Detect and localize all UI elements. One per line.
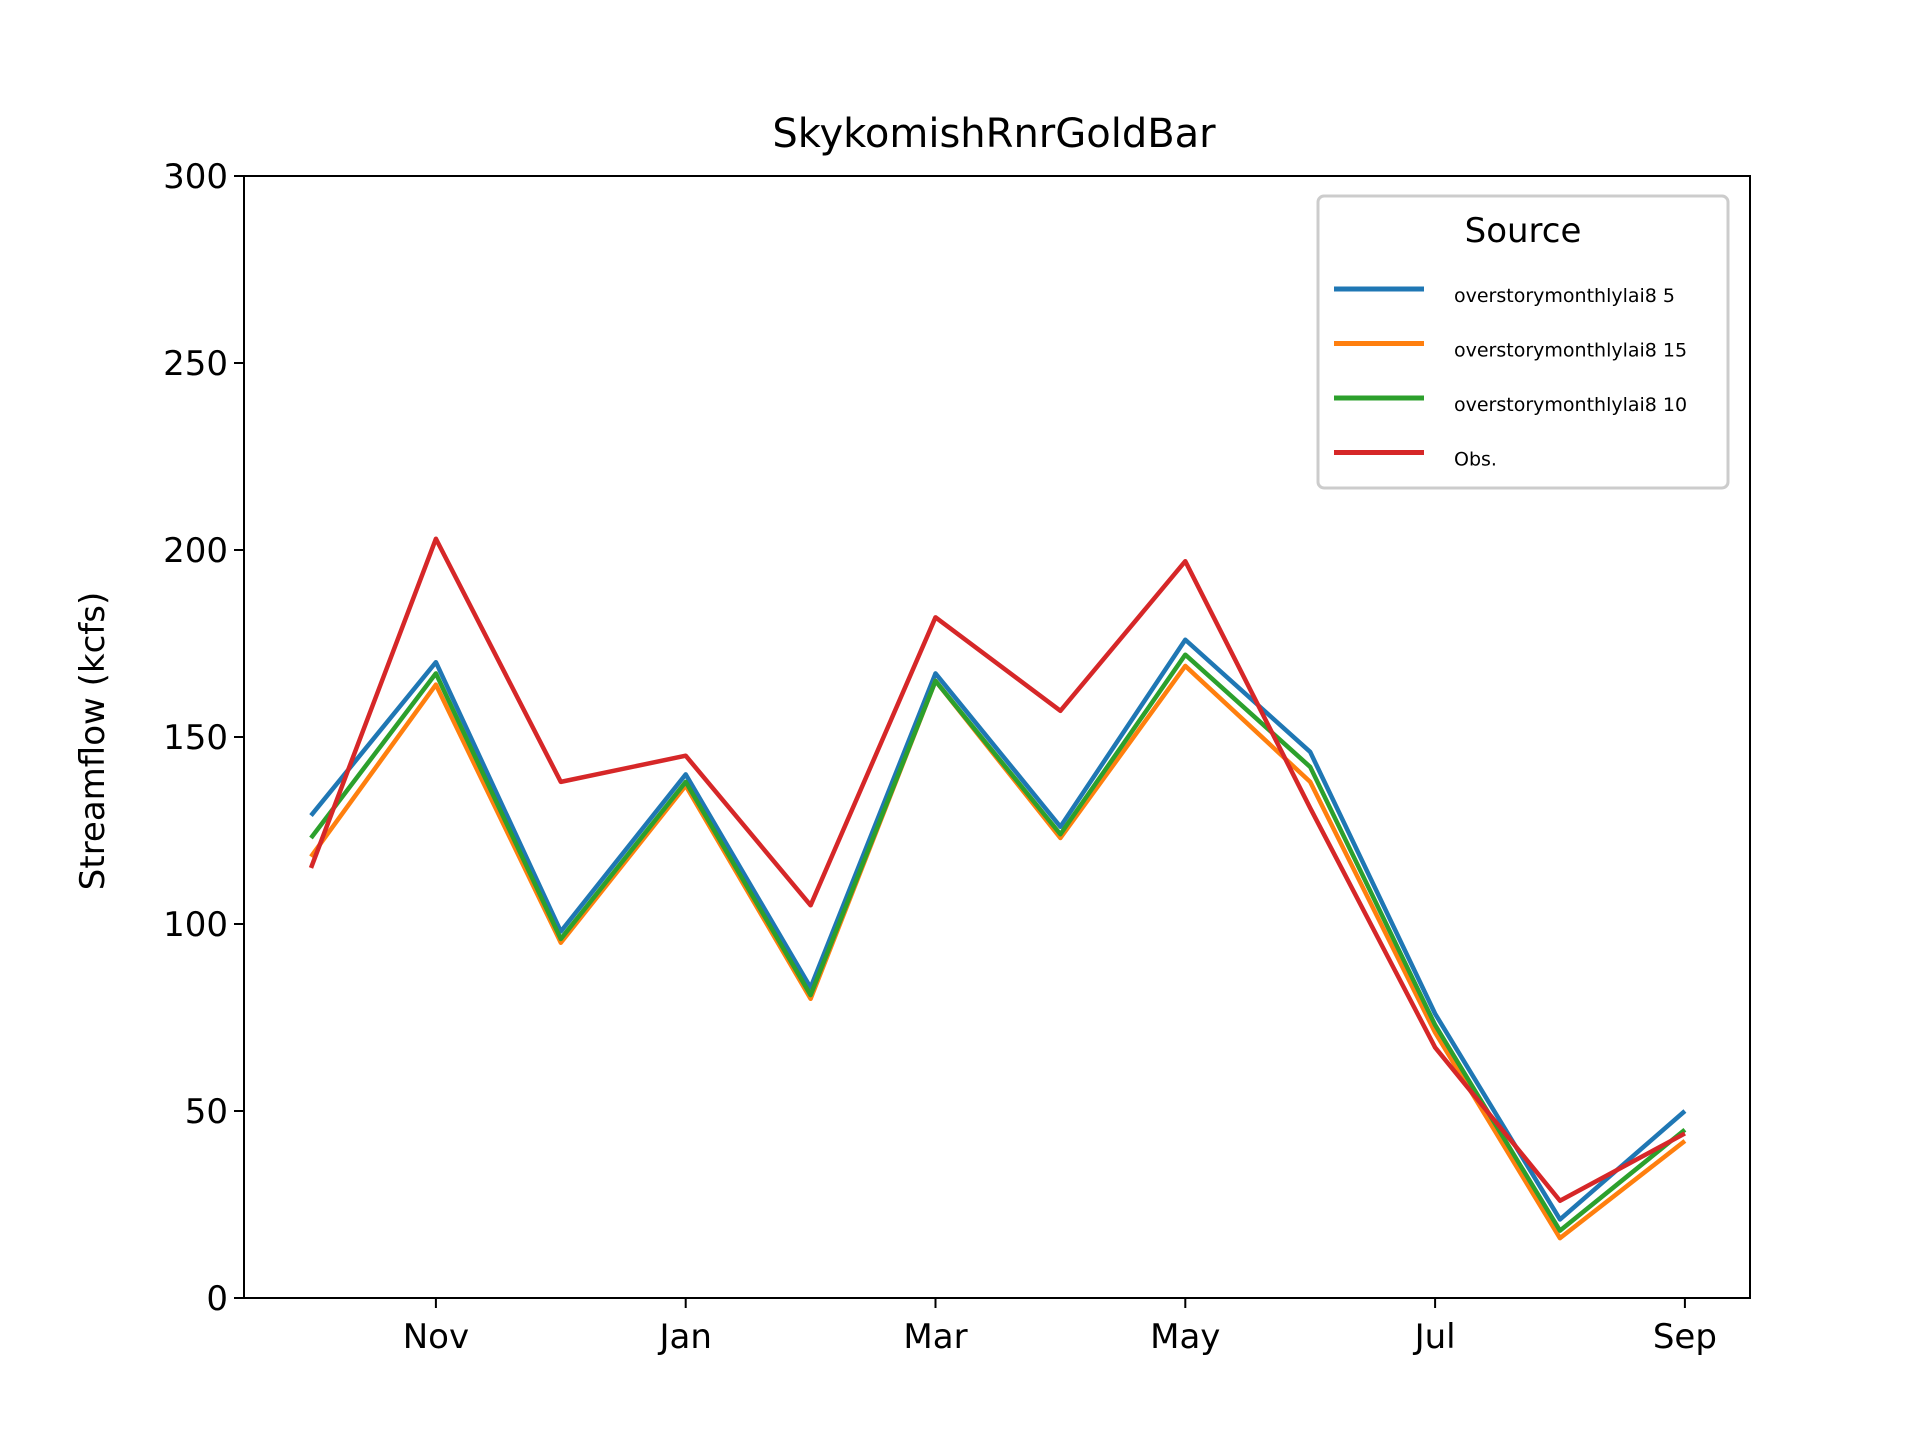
y-tick-label: 200 (163, 531, 228, 571)
y-tick-label: 100 (163, 905, 228, 945)
series-line-3 (309, 652, 1687, 1233)
legend: Source overstorymonthlylai8 5overstorymo… (1316, 194, 1730, 490)
legend-label-1: overstorymonthlylai8 5 (1454, 285, 1675, 307)
series-line-1 (309, 637, 1687, 1222)
axis-ticks: 0 50 100 150 200 250 300 Nov Jan Mar May Jul Sep (163, 157, 1717, 1357)
legend-box (1316, 194, 1730, 490)
x-tick-label: Mar (903, 1317, 967, 1357)
y-tick-label: 250 (163, 344, 228, 384)
legend-title: Source (1465, 211, 1582, 251)
legend-entries: overstorymonthlylai8 5 overstorymonthlyla… (1334, 285, 1687, 471)
legend-label-3: overstorymonthlylai8 10 (1454, 394, 1687, 416)
series-lines (308, 536, 1687, 1241)
y-tick-label: 150 (163, 718, 228, 758)
y-tick-label: 50 (185, 1092, 228, 1132)
y-tick-label: 0 (206, 1279, 228, 1319)
x-tick-label: Nov (403, 1317, 469, 1357)
chart-title: SkykomishRnrGoldBar (772, 111, 1216, 157)
x-tick-label: Jan (657, 1317, 711, 1357)
x-tick-label: Jul (1413, 1317, 1456, 1357)
legend-label-4: Obs. (1454, 449, 1497, 471)
y-tick-label: 300 (163, 157, 228, 197)
series-line-4 (308, 536, 1686, 1204)
legend-label-2: overstorymonthlylai8 15 (1454, 340, 1687, 362)
plot-area-frame (243, 175, 1751, 1299)
x-tick-label: May (1150, 1317, 1220, 1357)
x-tick-label: Sep (1653, 1317, 1717, 1357)
y-axis-label: Streamflow (kcfs) (73, 592, 113, 890)
